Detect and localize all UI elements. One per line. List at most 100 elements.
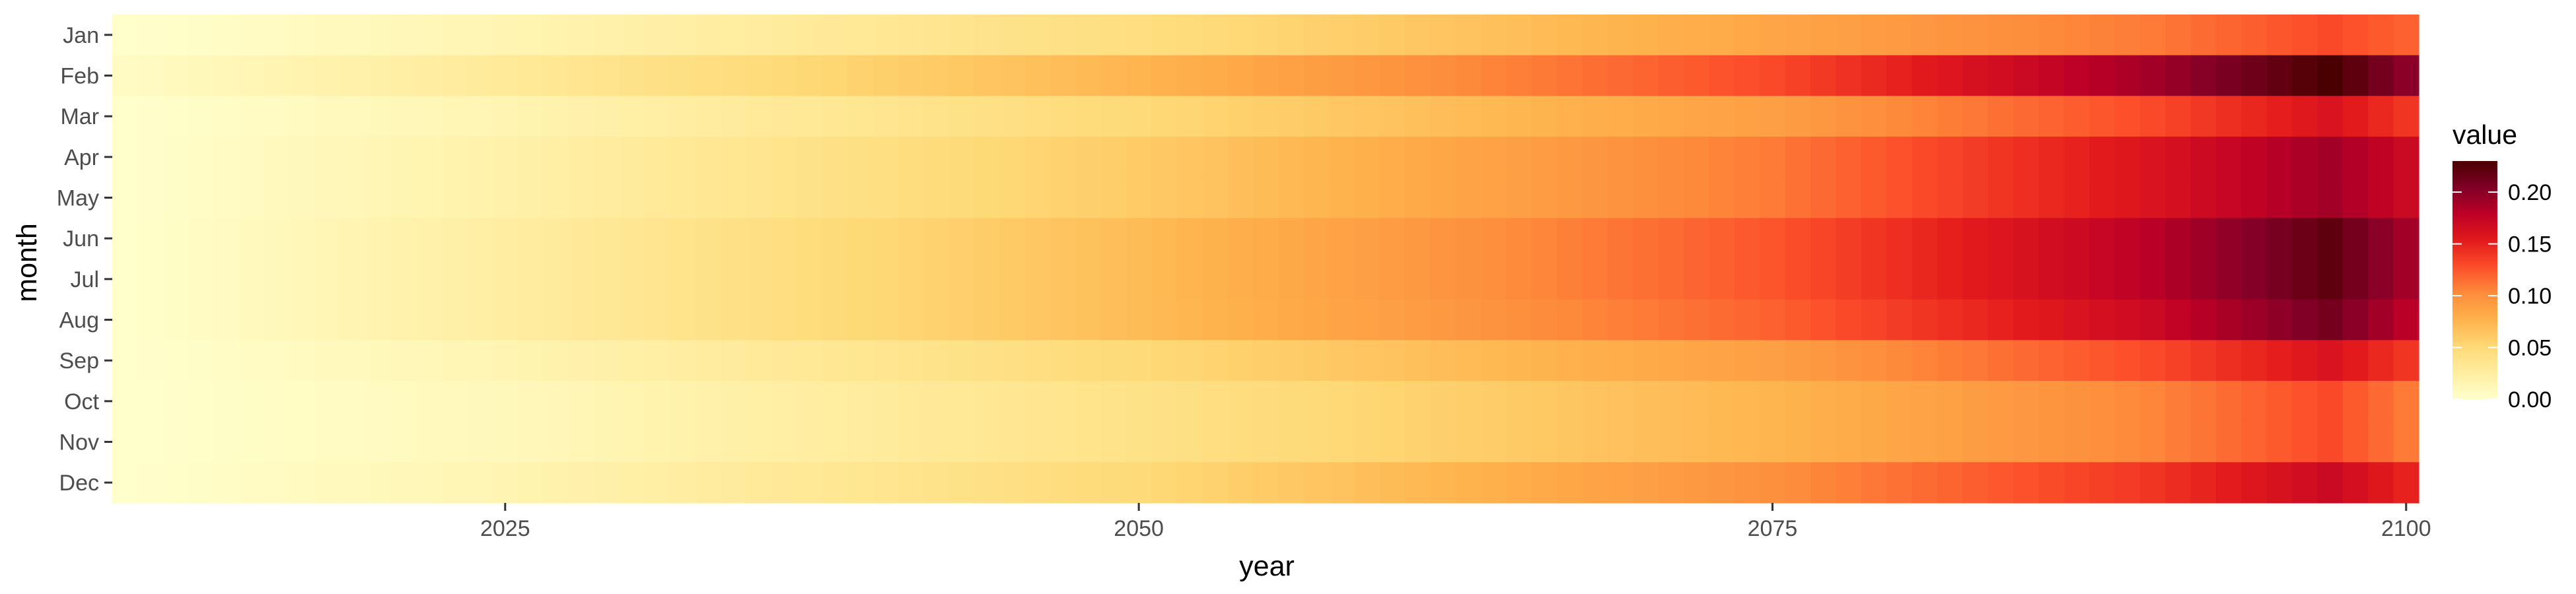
heatmap-cell <box>162 462 189 504</box>
heatmap-cell <box>873 421 899 463</box>
heatmap-cell <box>695 137 721 178</box>
heatmap-cell <box>238 381 265 422</box>
y-tick-label: Apr <box>64 145 99 170</box>
heatmap-cell <box>568 259 594 300</box>
heatmap-cell <box>2216 55 2242 96</box>
heatmap-cell <box>1354 96 1380 137</box>
heatmap-cell <box>923 462 949 504</box>
heatmap-cell <box>314 55 341 96</box>
heatmap-cell <box>2038 96 2065 137</box>
heatmap-cell <box>822 177 848 218</box>
heatmap-cell <box>137 15 164 56</box>
heatmap-cell <box>1937 259 1963 300</box>
heatmap-cell <box>543 299 569 341</box>
heatmap-cell <box>416 299 443 341</box>
heatmap-cell <box>264 462 291 504</box>
heatmap-cell <box>289 421 316 463</box>
heatmap-cell <box>1024 421 1051 463</box>
heatmap-cell <box>1810 218 1836 259</box>
heatmap-row-sep <box>112 340 2419 381</box>
heatmap-cell <box>568 96 594 137</box>
heatmap-cell <box>746 340 772 381</box>
heatmap-cell <box>162 177 189 218</box>
heatmap-cell <box>1075 55 1102 96</box>
heatmap-cell <box>898 299 924 341</box>
heatmap-cell <box>644 177 670 218</box>
heatmap-cell <box>2190 462 2217 504</box>
heatmap-cell <box>1126 299 1152 341</box>
heatmap-cell <box>1252 218 1279 259</box>
heatmap-cell <box>1836 96 1862 137</box>
heatmap-cell <box>1582 259 1608 300</box>
heatmap-row-oct <box>112 381 2419 422</box>
heatmap-cell <box>1227 340 1254 381</box>
heatmap-cell <box>797 421 823 463</box>
heatmap-cell <box>2190 137 2217 178</box>
heatmap-cell <box>1050 462 1076 504</box>
heatmap-cell <box>517 177 544 218</box>
heatmap-cell <box>999 55 1026 96</box>
heatmap-cell <box>2393 177 2419 218</box>
heatmap-cell <box>1608 381 1634 422</box>
heatmap-cell <box>999 177 1026 218</box>
heatmap-cell <box>1912 340 1938 381</box>
heatmap-cell <box>1176 137 1203 178</box>
heatmap-cell <box>289 381 316 422</box>
heatmap-cell <box>695 218 721 259</box>
heatmap-cell <box>2292 177 2318 218</box>
heatmap-cell <box>670 381 696 422</box>
heatmap-cell <box>1531 299 1557 341</box>
heatmap-cell <box>162 381 189 422</box>
heatmap-cell <box>162 15 189 56</box>
heatmap-cell <box>771 421 797 463</box>
heatmap-cell <box>2393 259 2419 300</box>
heatmap-cell <box>1202 462 1229 504</box>
heatmap-cell <box>720 15 746 56</box>
heatmap-cell <box>1658 299 1684 341</box>
heatmap-cell <box>340 137 367 178</box>
heatmap-cell <box>340 462 367 504</box>
heatmap-cell <box>1455 96 1482 137</box>
heatmap-cell <box>720 259 746 300</box>
heatmap-cell <box>771 55 797 96</box>
heatmap-cell <box>2114 462 2141 504</box>
heatmap-cell <box>264 15 291 56</box>
heatmap-cell <box>1227 177 1254 218</box>
heatmap-cell <box>2342 259 2369 300</box>
heatmap-cell <box>1608 462 1634 504</box>
heatmap-cell <box>2317 177 2343 218</box>
heatmap-cell <box>873 381 899 422</box>
heatmap-cell <box>1582 15 1608 56</box>
heatmap-cell <box>467 177 493 218</box>
heatmap-cell <box>1075 96 1102 137</box>
heatmap-cell <box>2063 462 2090 504</box>
heatmap-cell <box>822 340 848 381</box>
heatmap-cell <box>1810 15 1836 56</box>
heatmap-cell <box>1252 421 1279 463</box>
heatmap-cell <box>1785 299 1811 341</box>
heatmap-cell <box>1785 137 1811 178</box>
heatmap-cell <box>2165 421 2192 463</box>
heatmap-cell <box>1176 177 1203 218</box>
heatmap-cell <box>1531 218 1557 259</box>
heatmap-cell <box>1785 421 1811 463</box>
heatmap-cell <box>188 55 215 96</box>
heatmap-cell <box>1430 462 1456 504</box>
heatmap-cell <box>1886 381 1913 422</box>
heatmap-cell <box>2089 218 2116 259</box>
heatmap-cell <box>2114 96 2141 137</box>
heatmap-cell <box>847 381 873 422</box>
heatmap-cell <box>2063 55 2090 96</box>
heatmap-cell <box>797 381 823 422</box>
heatmap-cell <box>441 421 468 463</box>
heatmap-cell <box>289 96 316 137</box>
heatmap-cell <box>822 299 848 341</box>
heatmap-cell <box>644 421 670 463</box>
heatmap-cell <box>1202 15 1229 56</box>
heatmap-cell <box>365 381 392 422</box>
heatmap-cell <box>1176 421 1203 463</box>
heatmap-cell <box>1658 137 1684 178</box>
heatmap-cell <box>2114 421 2141 463</box>
heatmap-cell <box>467 299 493 341</box>
heatmap-cell <box>188 15 215 56</box>
